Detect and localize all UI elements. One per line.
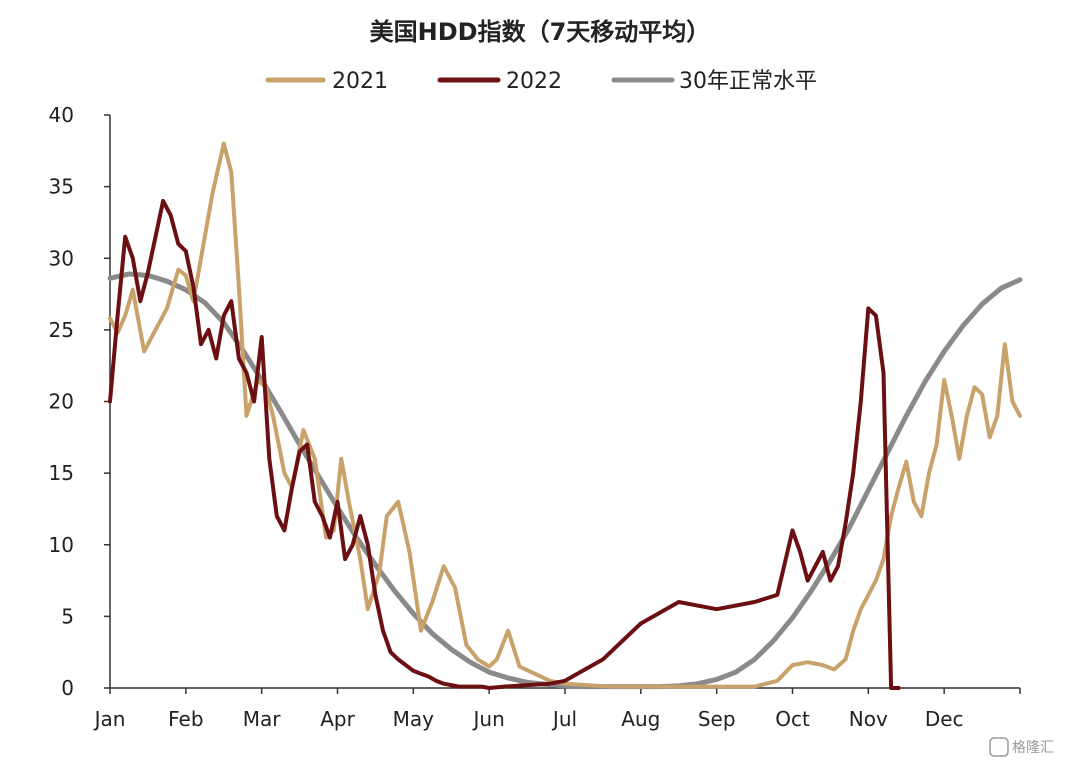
legend-label-normal: 30年正常水平 (679, 69, 817, 94)
watermark: 格隆汇 (989, 737, 1054, 757)
y-tick-label: 15 (49, 461, 74, 485)
series-line-2022 (108, 198, 901, 690)
x-tick-label: Jul (551, 707, 577, 731)
chart-title: 美国HDD指数（7天移动平均） (370, 18, 711, 46)
legend: 2021 2022 30年正常水平 (265, 69, 817, 94)
y-tick-label: 20 (49, 390, 74, 414)
x-tick-label: May (393, 707, 435, 731)
axes: 0 5 10 15 20 25 30 35 40 Jan Feb Mar Apr May Jun Jul Aug… (49, 103, 1021, 731)
series-line-normal (107, 271, 1023, 690)
watermark-text: 格隆汇 (1012, 740, 1054, 756)
x-tick-label: Nov (849, 707, 888, 731)
legend-label-2022: 2022 (506, 69, 562, 94)
y-tick-label: 30 (49, 246, 74, 270)
y-tick-label: 40 (49, 103, 74, 127)
y-tick-label: 35 (49, 175, 74, 199)
x-tick-label: Jun (472, 707, 505, 731)
x-tick-label: Feb (168, 707, 203, 731)
x-tick-label: Aug (621, 707, 660, 731)
x-tick-label: Oct (775, 707, 810, 731)
y-tick-label: 5 (61, 604, 74, 628)
x-tick-label: Apr (320, 707, 355, 731)
series-line-2021 (108, 141, 1022, 689)
x-tick-label: Sep (698, 707, 736, 731)
legend-label-2021: 2021 (332, 69, 388, 94)
watermark-logo-icon (989, 737, 1009, 757)
y-tick-label: 10 (49, 533, 74, 557)
x-tick-label: Dec (925, 707, 964, 731)
x-tick-label: Jan (93, 707, 126, 731)
series-layer (107, 141, 1023, 690)
y-tick-label: 25 (49, 318, 74, 342)
y-tick-label: 0 (61, 676, 74, 700)
x-tick-label: Mar (243, 707, 282, 731)
